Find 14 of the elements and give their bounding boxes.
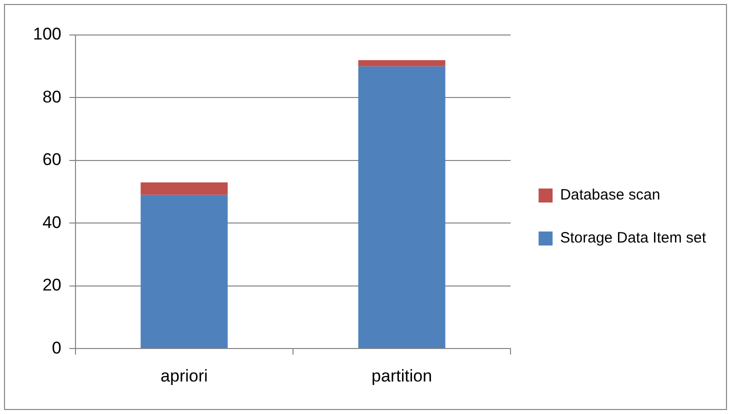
bar — [358, 66, 446, 348]
y-tick-label: 40 — [42, 212, 62, 232]
x-tick-label: partition — [372, 366, 432, 386]
bar — [140, 194, 228, 348]
bar — [358, 60, 446, 66]
x-tick-label: apriori — [160, 366, 208, 386]
y-tick-label: 80 — [42, 87, 62, 106]
y-tick-label: 100 — [32, 24, 62, 44]
legend-label: Database scan — [560, 186, 660, 204]
y-tick-label: 60 — [42, 150, 62, 170]
bar — [140, 182, 228, 195]
y-tick-label: 0 — [52, 338, 62, 358]
y-tick-label: 20 — [42, 276, 62, 295]
legend-label: Storage Data Item set — [560, 230, 707, 247]
